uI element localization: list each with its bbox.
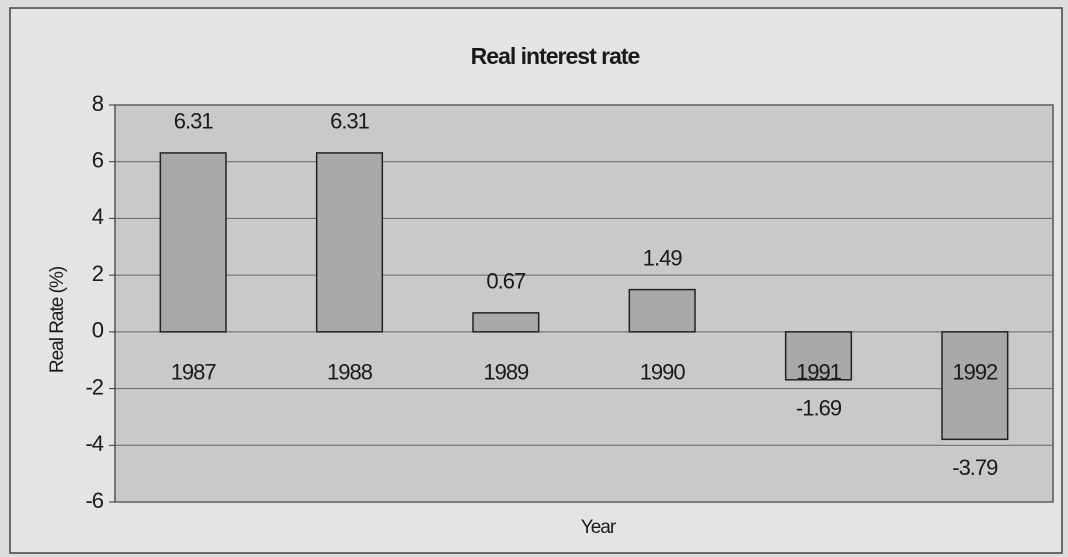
bar [159,152,227,333]
y-tick-label: -4 [85,431,103,456]
x-tick-label: 1987 [171,360,217,385]
data-label: 6.31 [330,109,370,134]
x-tick-label: 1989 [483,360,529,385]
bar [784,331,853,381]
plot-area [114,104,1054,503]
x-axis-label: Year [581,517,617,538]
data-label: -1.69 [796,396,842,421]
y-tick-label: 6 [92,148,104,173]
y-tick-label: 4 [92,204,104,229]
y-axis-label: Real Rate (%) [47,266,68,373]
x-tick-label: 1991 [796,360,842,385]
data-label: 1.49 [643,245,683,270]
data-label: 6.31 [174,109,214,134]
data-label: 0.67 [486,269,526,294]
chart-title: Real interest rate [471,43,640,69]
bar [315,152,384,333]
y-tick-label: 0 [92,318,104,343]
bar [472,312,540,333]
bar [941,331,1009,441]
x-tick-label: 1990 [640,360,686,385]
bar [628,288,696,333]
x-tick-label: 1992 [952,360,998,385]
x-tick-label: 1988 [327,360,373,385]
y-tick-label: 8 [92,91,104,116]
y-tick-label: -2 [85,374,103,399]
data-label: -3.79 [952,455,998,480]
y-tick-label: 2 [92,261,104,286]
y-tick-label: -6 [85,488,103,513]
